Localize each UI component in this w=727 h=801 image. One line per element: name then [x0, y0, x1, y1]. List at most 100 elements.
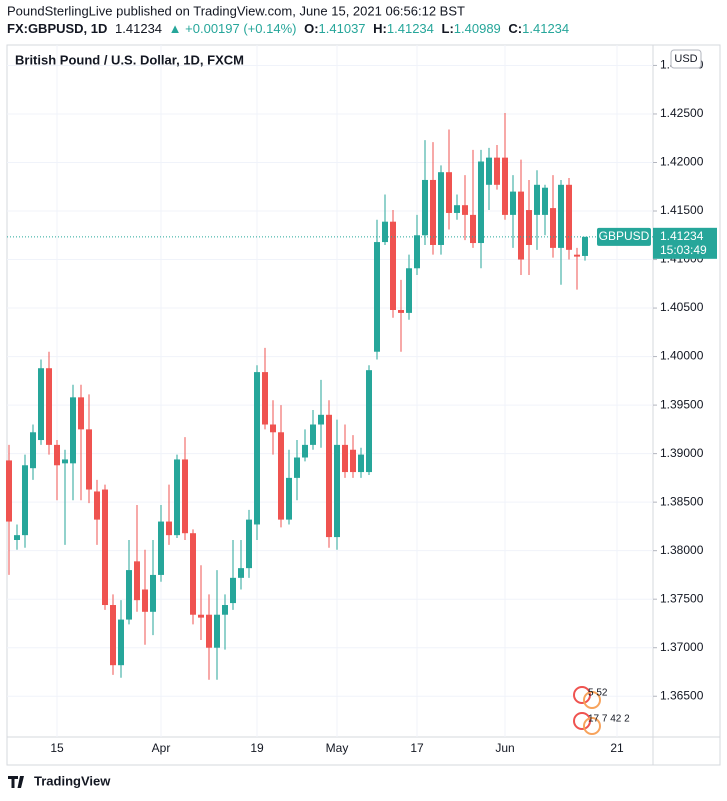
event-count: 17 7 42 2 — [588, 714, 630, 725]
candle-body — [486, 157, 492, 185]
brand: TradingView — [34, 773, 111, 788]
candle-body — [350, 449, 356, 473]
symbol-tag-text: GBPUSD — [599, 229, 650, 243]
candle-body — [294, 457, 300, 478]
event-icon — [583, 691, 601, 709]
candle-body — [518, 191, 524, 260]
ohlc-value: 1.41037 — [319, 21, 366, 36]
candle-body — [390, 221, 396, 310]
candle-body — [278, 432, 284, 520]
candle-body — [366, 370, 372, 473]
candle-body — [438, 172, 444, 245]
candle-body — [158, 521, 164, 575]
candle-body — [374, 242, 380, 352]
price-tag-text: 1.41234 — [660, 229, 704, 243]
ohlc-label: L: — [442, 21, 454, 36]
ohlc-label: O: — [304, 21, 318, 36]
x-tick-label: May — [326, 741, 349, 755]
x-tick-label: 17 — [410, 741, 424, 755]
candle-body — [222, 605, 228, 615]
candle-body — [342, 444, 348, 473]
candle-body — [38, 368, 44, 441]
candle-body — [454, 205, 460, 213]
x-tick-label: 21 — [610, 741, 624, 755]
currency[interactable]: USD — [674, 53, 697, 65]
candle-body — [326, 414, 332, 538]
candle-body — [262, 372, 268, 425]
candle-body — [254, 372, 260, 525]
ohlc-value: 1.40989 — [454, 21, 501, 36]
x-tick-label: 19 — [250, 741, 264, 755]
candle-body — [422, 179, 428, 236]
last-price: 1.41234 — [115, 21, 162, 36]
candle-body — [150, 574, 156, 612]
candle-body — [134, 561, 140, 601]
price-tag — [653, 227, 717, 259]
symbol-line: FX:GBPUSD, 1D 1.41234 ▲ +0.00197 (+0.14%… — [7, 21, 569, 36]
candle-body — [470, 214, 476, 244]
candle-body — [270, 424, 276, 433]
candle-body — [406, 268, 412, 313]
publisher-line: PoundSterlingLive published on TradingVi… — [7, 3, 465, 18]
event-icon — [573, 686, 591, 704]
candles — [6, 112, 588, 680]
candle-body — [566, 184, 572, 250]
candle-body — [510, 191, 516, 215]
y-tick-label: 1.37000 — [660, 640, 704, 654]
candle-body — [94, 491, 100, 520]
candle-body — [142, 589, 148, 612]
candle-body — [382, 221, 388, 243]
candle-body — [534, 184, 540, 215]
ohlc-label: H: — [373, 21, 387, 36]
y-tick-label: 1.41500 — [660, 203, 704, 217]
y-tick-label: 1.38000 — [660, 543, 704, 557]
event-icon — [573, 712, 591, 730]
candle-body — [14, 535, 20, 540]
candle-body — [198, 614, 204, 618]
currency-button[interactable] — [670, 49, 702, 69]
overlay: 1.36500 1.37000 1.37500 1.38000 1.38500 1.390… — [7, 58, 717, 755]
candle-body — [102, 489, 108, 606]
candle-body — [462, 205, 468, 215]
candle-body — [542, 187, 548, 215]
candle-body — [478, 161, 484, 244]
brand-logo — [8, 776, 24, 788]
candle-body — [174, 459, 180, 536]
candle-body — [182, 459, 188, 534]
candle-body — [214, 614, 220, 648]
candle-body — [446, 172, 452, 213]
candle-body — [126, 570, 132, 620]
y-tick-label: 1.39500 — [660, 397, 704, 411]
event-icon — [583, 717, 601, 735]
candle-body — [246, 519, 252, 569]
candle-body — [78, 397, 84, 430]
candle-body — [206, 614, 212, 648]
symbol-tag — [597, 227, 651, 246]
candle-body — [358, 454, 364, 473]
candle-body — [574, 254, 580, 257]
candle-body — [494, 157, 500, 185]
candle-body — [30, 432, 36, 469]
candle-body — [70, 397, 76, 464]
candle-body — [310, 424, 316, 445]
symbol: FX:GBPUSD, 1D — [7, 21, 107, 36]
ohlc-value: 1.41234 — [387, 21, 434, 36]
change: +0.00197 (+0.14%) — [185, 21, 296, 36]
candle-body — [6, 460, 12, 522]
candle-body — [318, 414, 324, 425]
candle-body — [118, 619, 124, 666]
candle-body — [62, 459, 68, 464]
y-tick-label: 1.40500 — [660, 300, 704, 314]
candle-body — [558, 184, 564, 248]
candle-body — [526, 210, 532, 245]
chart-title: British Pound / U.S. Dollar, 1D, FXCM — [15, 52, 244, 67]
x-tick-label: 15 — [50, 741, 64, 755]
countdown: 15:03:49 — [660, 243, 707, 257]
y-tick-label: 1.39000 — [660, 446, 704, 460]
candle-body — [502, 157, 508, 215]
event-count: 5 52 — [588, 688, 608, 699]
candle-body — [550, 208, 556, 248]
ohlc-label: C: — [508, 21, 522, 36]
